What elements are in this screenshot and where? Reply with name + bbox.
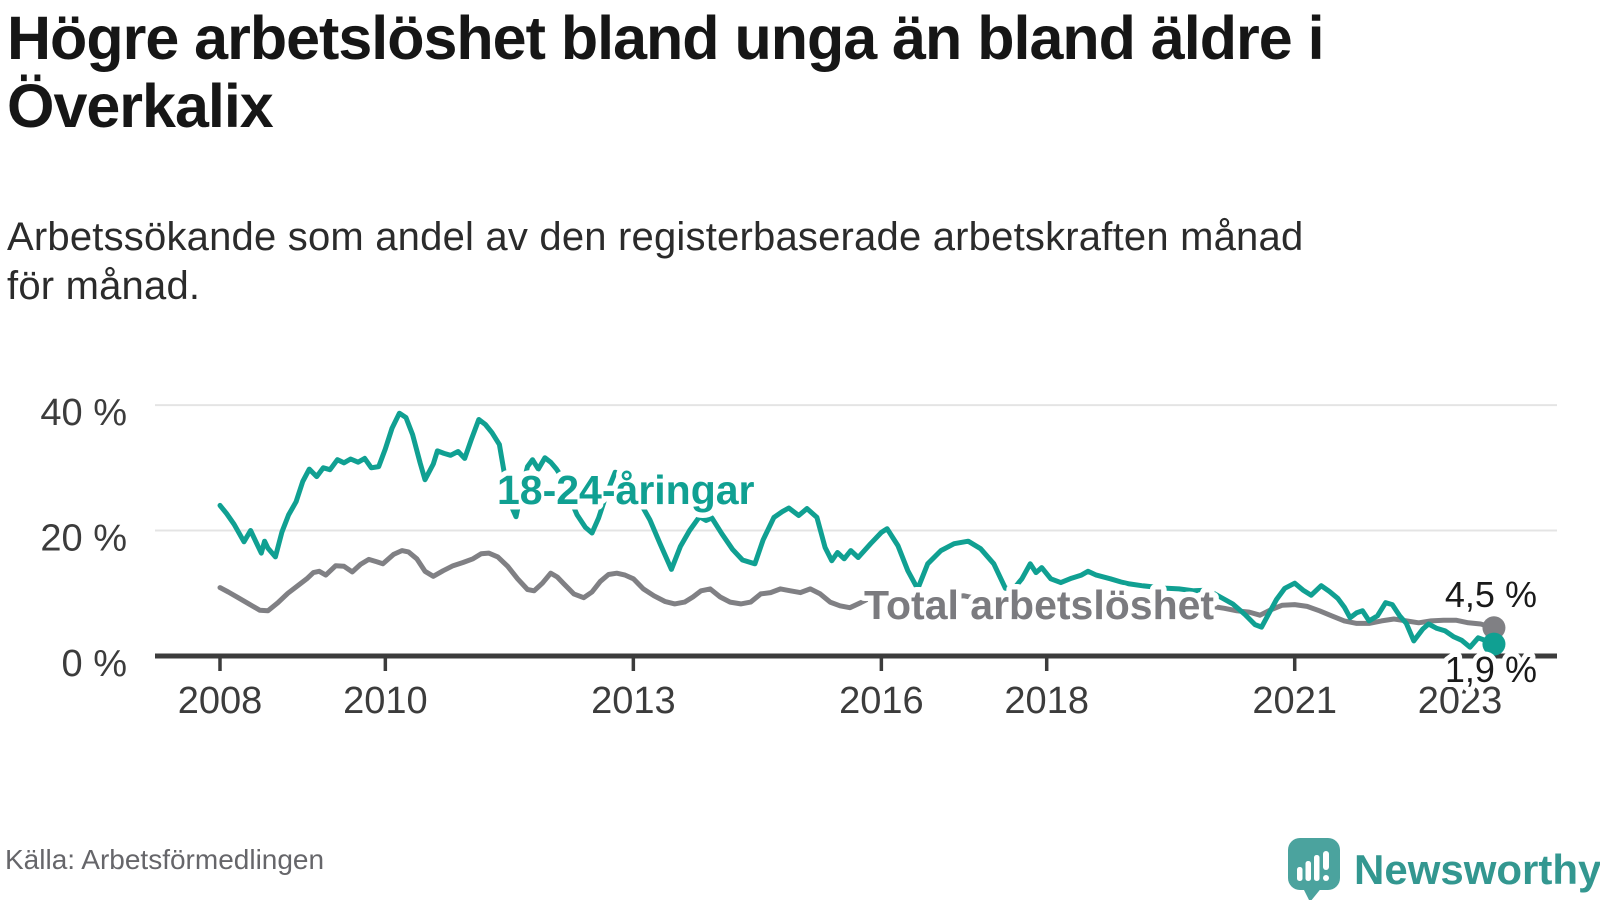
speech-bubble-tail-icon (1302, 886, 1323, 900)
end-value-label-total: 4,5 % (1445, 574, 1537, 615)
end-dot-youth (1482, 632, 1506, 656)
series-label-total: Total arbetslöshet (864, 582, 1214, 628)
newsworthy-logo-icon (1288, 838, 1340, 900)
x-axis-tick-label: 2008 (178, 680, 263, 722)
newsworthy-brand-text: Newsworthy (1354, 846, 1600, 893)
y-axis-label: 20 % (40, 518, 127, 560)
chart-subtitle-line1: Arbetssökande som andel av den registerb… (7, 215, 1304, 259)
y-axis-label: 40 % (40, 392, 127, 434)
source-text: Källa: Arbetsförmedlingen (5, 844, 325, 875)
end-dot-total (1482, 616, 1506, 640)
x-axis-tick-label: 2018 (1004, 680, 1089, 722)
x-axis-tick-label: 2021 (1252, 680, 1337, 722)
x-axis-tick-label: 2016 (839, 680, 924, 722)
chart-title: Högre arbetslöshet bland unga än bland ä… (7, 4, 1567, 140)
newsworthy-logo: Newsworthy (1286, 836, 1600, 900)
chart-subtitle-line2: för månad. (7, 264, 201, 308)
series-line-youth (217, 410, 1497, 650)
series-label-youth: 18-24-åringar (497, 467, 755, 513)
x-axis-tick-label: 2010 (343, 680, 428, 722)
chart-subtitle: Arbetssökande som andel av den registerb… (7, 213, 1567, 311)
chart-title-line1: Högre arbetslöshet bland unga än bland ä… (7, 4, 1325, 72)
chart-title-line2: Överkalix (7, 72, 274, 140)
y-axis-label: 0 % (62, 643, 127, 685)
end-value-label-youth: 1,9 % (1445, 649, 1537, 690)
bar-chart-icon (1297, 867, 1303, 881)
exclamation-icon (1323, 851, 1329, 870)
x-axis-tick-label: 2023 (1418, 680, 1503, 722)
x-axis-tick-label: 2013 (591, 680, 676, 722)
